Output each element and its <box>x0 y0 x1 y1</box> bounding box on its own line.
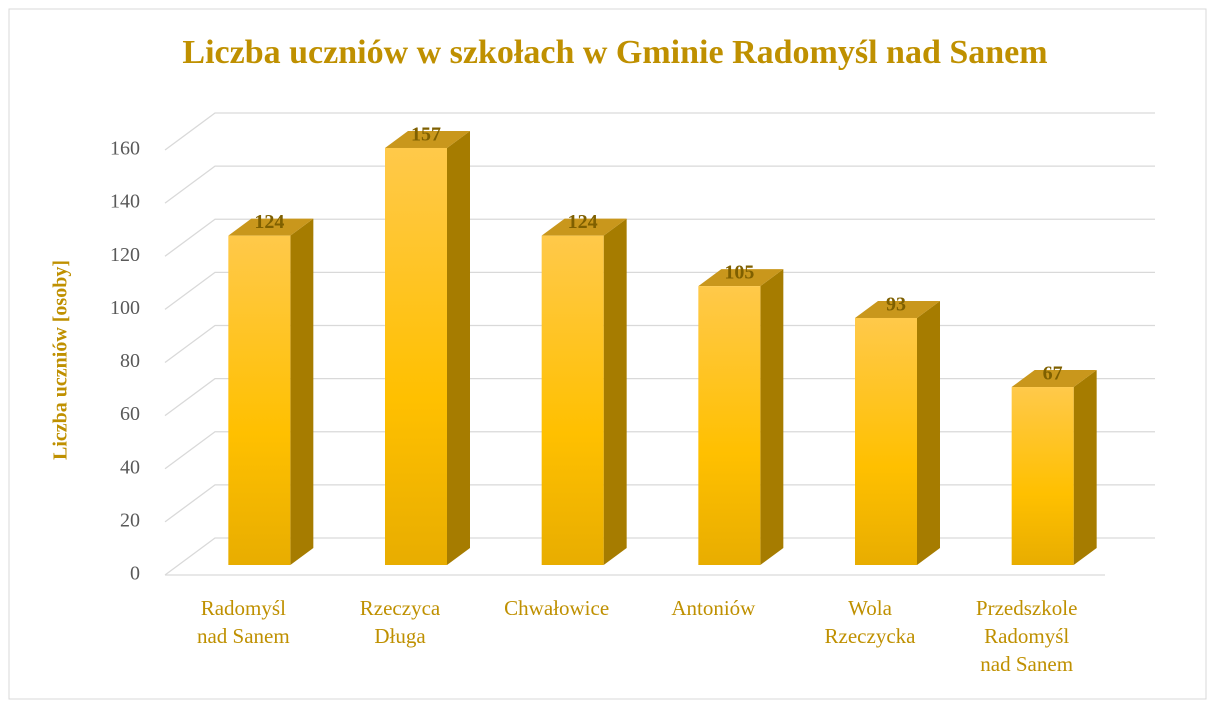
value-label: 124 <box>568 211 598 233</box>
bar <box>228 235 291 565</box>
y-tick-label: 140 <box>110 191 140 213</box>
grid-line <box>164 165 1155 204</box>
bar-side <box>917 300 940 565</box>
x-tick-label: Wola Rzeczycka <box>825 596 917 648</box>
y-axis-title: Liczba uczniów [osoby] <box>50 260 72 460</box>
x-tick-label: Radomyśl nad Sanem <box>197 596 290 648</box>
bar-top <box>855 300 940 318</box>
y-tick-label: 100 <box>110 297 140 319</box>
grid-line <box>164 271 1155 310</box>
y-tick-label: 120 <box>110 244 140 266</box>
y-tick-label: 80 <box>120 350 140 372</box>
x-tick-label: Chwałowice <box>504 596 609 620</box>
bar-side <box>447 130 470 565</box>
bar <box>385 147 447 565</box>
bar <box>855 317 917 565</box>
x-tick-label: Przedszkole Radomyśl nad Sanem <box>976 596 1077 676</box>
y-tick-label: 0 <box>130 563 140 585</box>
grid-line <box>164 431 1155 470</box>
grid-line <box>164 112 1155 151</box>
bar <box>1011 387 1074 565</box>
bar-side <box>1073 370 1097 565</box>
bar-top <box>385 130 470 148</box>
x-tick-label: Rzeczyca Długa <box>360 596 441 648</box>
y-tick-label: 60 <box>120 403 140 425</box>
bar-side <box>603 218 627 565</box>
bar-top <box>228 218 314 236</box>
x-tick-label: Antoniów <box>671 596 756 620</box>
bar <box>541 235 604 565</box>
value-label: 124 <box>254 211 284 233</box>
bar-top <box>541 218 627 236</box>
grid-line <box>164 484 1155 523</box>
chart-title: Liczba uczniów w szkołach w Gminie Radom… <box>182 34 1047 71</box>
value-label: 157 <box>411 124 441 146</box>
grid-line <box>164 324 1155 364</box>
y-tick-label: 20 <box>120 509 140 531</box>
value-label: 105 <box>724 262 754 284</box>
bar-side <box>760 269 784 565</box>
grid-line <box>164 377 1155 417</box>
grid-line <box>164 537 1155 576</box>
bar-top <box>698 269 784 287</box>
bar <box>698 286 761 565</box>
bar-side <box>290 218 314 565</box>
bar-top <box>1011 370 1097 388</box>
grid-line <box>164 218 1155 257</box>
y-tick-label: 160 <box>110 138 140 160</box>
value-label: 93 <box>886 294 906 316</box>
value-label: 67 <box>1043 363 1063 385</box>
y-tick-label: 40 <box>120 456 140 478</box>
